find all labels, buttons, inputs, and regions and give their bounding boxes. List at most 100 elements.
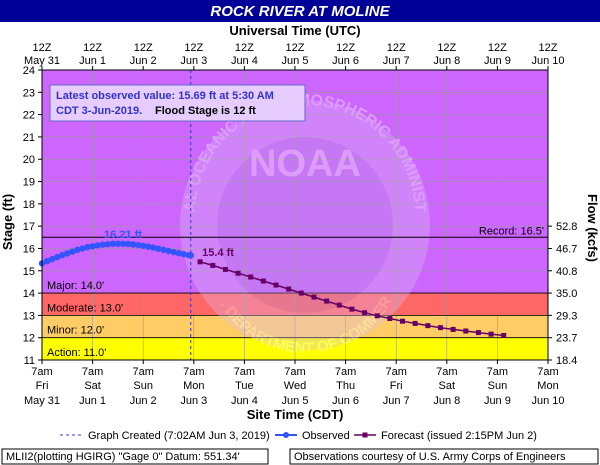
y-tick-label: 16: [23, 243, 35, 255]
x-top-date: Jun 4: [231, 55, 258, 67]
x-bottom-day: Fri: [36, 380, 49, 392]
x-top-time: 12Z: [134, 42, 153, 54]
x-bottom-date: Jun 3: [180, 395, 207, 407]
flow-axis-ticks: 18.4 23.7 29.3 35.0 40.8 46.7 52.8: [548, 221, 577, 367]
x-top-time: 12Z: [184, 42, 203, 54]
x-top-date: Jun 8: [433, 55, 460, 67]
observed-point: [119, 240, 127, 247]
observed-point: [64, 250, 71, 257]
observed-point: [180, 251, 187, 258]
x-bottom-day: Tue: [235, 380, 254, 392]
x-top-date: Jun 1: [79, 55, 106, 67]
forecast-point: [362, 310, 368, 316]
info-box-frame: [49, 84, 306, 122]
forecast-point: [400, 318, 406, 324]
observed-point: [175, 249, 182, 257]
x-axis-title: Site Time (CDT): [247, 407, 344, 422]
observed-point: [134, 241, 142, 249]
record-line: Record: 16.5': [42, 225, 548, 238]
x-bottom-date: Jun 8: [433, 395, 460, 407]
x-bottom-time: 7am: [234, 366, 255, 378]
x-top-time: 12Z: [83, 42, 102, 54]
x-bottom-date: Jun 4: [231, 395, 258, 407]
observed-point: [129, 241, 137, 248]
forecast-point: [450, 326, 456, 332]
x-top-time: 12Z: [336, 42, 355, 54]
x-bottom-date: Jun 9: [484, 395, 511, 407]
x-top-time: 12Z: [387, 42, 406, 54]
y-tick-label: 14: [23, 288, 35, 300]
x-bottom-time: 7am: [385, 366, 406, 378]
forecast-point: [425, 323, 431, 329]
noaa-center-text: NOAA: [249, 143, 361, 185]
band-label-action: Action: 11.0': [47, 347, 106, 359]
y-axis-title: Stage (ft): [0, 194, 15, 250]
x-top-date: Jun 6: [332, 55, 359, 67]
title-bar: [0, 0, 600, 22]
x-bottom-day: Thu: [336, 380, 355, 392]
x-axis-bottom-ticks: 7am Fri May 31 7am Sat Jun 1 7am Sun Jun 2 7am Mon…: [24, 360, 565, 407]
top-axis-title: Universal Time (UTC): [229, 23, 360, 38]
forecast-point: [286, 286, 292, 292]
x-bottom-day: Sat: [439, 380, 456, 392]
band-label-major: Major: 14.0': [47, 280, 104, 292]
x-top-time: 12Z: [286, 42, 305, 54]
forecast-point: [437, 325, 443, 331]
x-bottom-time: 7am: [537, 366, 558, 378]
observed-point: [145, 243, 152, 250]
observed-point: [109, 240, 117, 247]
y-tick-label: 24: [23, 65, 35, 77]
y-tick-label: 22: [23, 110, 35, 122]
x-bottom-date: Jun 1: [79, 395, 106, 407]
x-bottom-day: Sun: [133, 380, 153, 392]
x-top-date: Jun 7: [383, 55, 410, 67]
x-bottom-day: Wed: [284, 380, 306, 392]
observed-point: [74, 246, 81, 253]
x-bottom-day: Sat: [84, 380, 101, 392]
forecast-point: [222, 266, 228, 272]
chart-title: ROCK RIVER AT MOLINE: [210, 3, 390, 20]
band-label-moderate: Moderate: 13.0': [47, 302, 123, 314]
observed-point: [59, 251, 66, 259]
forecast-point: [336, 302, 342, 308]
x-top-date: Jun 9: [484, 55, 511, 67]
series-layer: [38, 240, 507, 338]
info-box-line2: CDT 3-Jun-2019.: [56, 105, 142, 117]
observed-point: [43, 257, 51, 265]
noaa-logo-inner: [217, 137, 393, 313]
x-bottom-time: 7am: [284, 366, 305, 378]
info-box-line2b: Flood Stage is 12 ft: [155, 105, 256, 117]
forecast-point: [311, 294, 317, 300]
x-bottom-date: May 31: [24, 395, 60, 407]
x-top-time: 12Z: [33, 42, 52, 54]
forecast-point: [260, 278, 266, 284]
x-top-date: Jun 2: [130, 55, 157, 67]
noaa-logo-circle: [180, 100, 430, 350]
x-top-date: Jun 3: [180, 55, 207, 67]
x-bottom-day: Mon: [537, 380, 558, 392]
record-label: Record: 16.5': [479, 225, 544, 237]
forecast-point: [463, 328, 469, 334]
y-tick-label: 21: [23, 132, 35, 144]
band-label-minor: Minor: 12.0': [47, 325, 104, 337]
observed-peak-label: 16.21 ft: [104, 229, 142, 241]
x-top-date: Jun 10: [531, 55, 564, 67]
observed-point: [89, 243, 96, 250]
y-tick-label: 18: [23, 199, 35, 211]
forecast-point: [475, 330, 481, 336]
x-bottom-date: Jun 5: [282, 395, 309, 407]
flow-tick-label: 40.8: [556, 266, 577, 278]
y-tick-label: 23: [23, 87, 35, 99]
forecast-point: [488, 331, 494, 337]
y-tick-label: 19: [23, 177, 35, 189]
forecast-point: [298, 290, 304, 296]
observed-point: [140, 242, 147, 249]
x-bottom-time: 7am: [31, 366, 52, 378]
observed-point: [114, 240, 122, 247]
forecast-point: [412, 320, 418, 326]
forecast-point: [235, 270, 241, 276]
observed-point: [160, 246, 167, 253]
x-top-time: 12Z: [539, 42, 558, 54]
